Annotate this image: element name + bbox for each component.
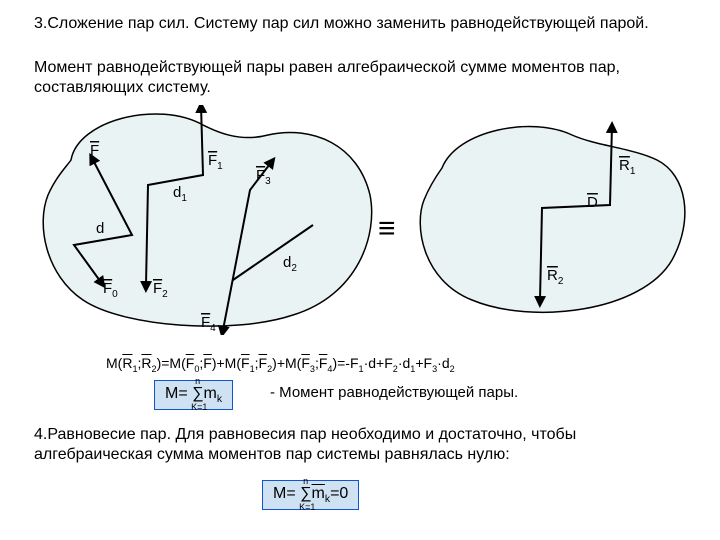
formula-equilibrium: M= n ∑ K=1 mk=0 bbox=[262, 480, 359, 510]
diagram-left: F d F0 F1 d1 F2 F3 F4 d2 bbox=[38, 105, 378, 335]
body-right bbox=[420, 127, 685, 313]
svg-text:F: F bbox=[90, 142, 99, 159]
svg-text:D: D bbox=[587, 194, 598, 211]
formula-sum-desc: - Момент равнодействующей пары. bbox=[270, 384, 518, 403]
section-3-desc: Момент равнодействующей пары равен алгеб… bbox=[34, 58, 684, 98]
svg-text:d: d bbox=[96, 220, 104, 237]
formula-sum-moments: M= n ∑ K=1 mk bbox=[154, 380, 233, 410]
equiv-sign: ≡ bbox=[378, 210, 396, 248]
diagram-right: R1 D R2 bbox=[412, 120, 692, 320]
moment-equation: M(R1;R2)=M(F0;F)+M(F1;F2)+M(F3;F4)=-F1·d… bbox=[106, 355, 455, 375]
section-4-text: 4.Равновесие пар. Для равновесия пар нео… bbox=[34, 425, 684, 465]
section-3-title: 3.Сложение пар сил. Систему пар сил можн… bbox=[34, 14, 684, 34]
